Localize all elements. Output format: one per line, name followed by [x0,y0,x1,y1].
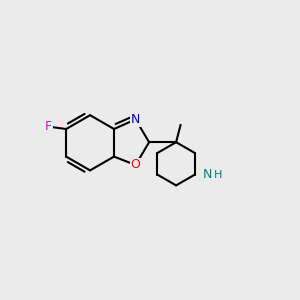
Text: O: O [131,158,140,172]
Text: N: N [202,168,212,181]
Text: N: N [131,113,140,126]
Text: F: F [45,120,52,133]
Text: H: H [213,169,222,180]
